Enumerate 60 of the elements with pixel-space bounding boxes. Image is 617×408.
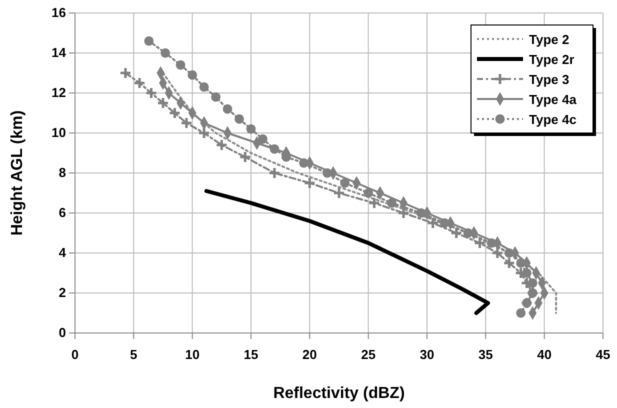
point	[364, 188, 374, 198]
x-tick-label: 30	[420, 346, 434, 362]
x-tick-label: 20	[302, 346, 317, 362]
legend-label: Type 3	[529, 72, 570, 87]
point	[368, 196, 380, 210]
point	[270, 144, 280, 154]
point	[145, 86, 158, 100]
point	[516, 308, 526, 318]
point	[144, 36, 154, 46]
point	[234, 114, 244, 124]
legend-label: Type 4a	[529, 92, 578, 107]
point	[450, 226, 463, 240]
x-tick-label: 25	[361, 346, 376, 362]
y-tick-label: 10	[52, 125, 66, 140]
point	[211, 92, 221, 102]
legend-label: Type 4c	[529, 112, 576, 127]
x-tick-label: 45	[596, 346, 610, 362]
x-tick-label: 35	[478, 346, 493, 362]
x-tick-label: 0	[71, 346, 79, 362]
point	[160, 48, 170, 58]
x-tick-label: 5	[130, 346, 138, 362]
x-tick-label: 15	[244, 346, 258, 362]
point	[238, 150, 252, 164]
point	[332, 186, 346, 200]
legend-label: Type 2r	[529, 52, 574, 67]
y-tick-label: 6	[58, 205, 66, 220]
point	[156, 96, 170, 110]
y-tick-label: 0	[58, 325, 66, 340]
line-series	[204, 189, 490, 315]
x-axis-title: Reflectivity (dBZ)	[273, 385, 405, 402]
point	[491, 246, 504, 260]
y-tick-label: 12	[52, 85, 66, 100]
y-tick-label: 8	[58, 165, 66, 180]
x-tick-label: 10	[185, 346, 200, 362]
legend-label: Type 2	[529, 32, 570, 47]
point	[215, 138, 228, 152]
point	[133, 76, 146, 90]
y-tick-label: 14	[52, 45, 67, 60]
point	[387, 198, 397, 208]
y-tick-label: 16	[52, 5, 66, 20]
x-tick-label: 40	[537, 346, 552, 362]
y-tick-label: 4	[58, 245, 67, 260]
point	[397, 206, 410, 220]
point	[268, 166, 281, 180]
y-tick-label: 2	[58, 285, 66, 300]
y-axis-title: Height AGL (km)	[9, 110, 26, 236]
point	[168, 106, 181, 120]
point	[426, 216, 440, 230]
point	[199, 82, 209, 92]
point	[502, 256, 516, 270]
point	[198, 126, 210, 140]
point	[119, 66, 132, 80]
point	[180, 116, 193, 130]
point	[246, 124, 256, 134]
point	[303, 176, 316, 190]
point	[340, 178, 350, 188]
point	[176, 60, 186, 70]
point	[188, 70, 198, 80]
point	[222, 104, 232, 114]
point	[258, 134, 268, 144]
